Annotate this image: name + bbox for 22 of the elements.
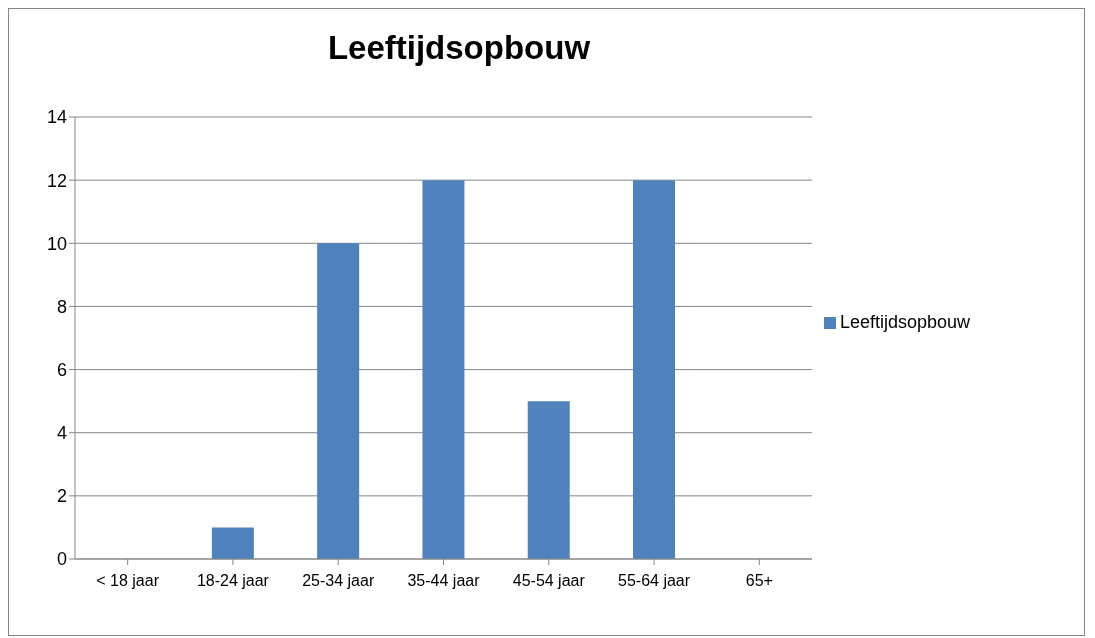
y-tick-label: 4 (56, 423, 67, 444)
x-tick-label: 35-44 jaar (407, 572, 481, 590)
x-tick-label: 25-34 jaar (302, 572, 375, 590)
y-tick-label: 10 (46, 233, 67, 254)
legend-label: Leeftijdsopbouw (840, 311, 971, 332)
bar (422, 180, 465, 559)
y-tick-label: 6 (56, 359, 67, 380)
x-tick-label: 55-64 jaar (618, 572, 691, 590)
y-tick-label: 8 (56, 296, 67, 317)
bar (633, 180, 676, 559)
x-tick-label: 65+ (745, 572, 773, 590)
y-tick-label: 0 (56, 549, 67, 570)
x-tick-label: < 18 jaar (96, 572, 160, 590)
x-tick-label: 45-54 jaar (512, 572, 586, 590)
bar (317, 243, 360, 559)
chart-title: Leeftijdsopbouw (326, 29, 592, 67)
y-tick-label: 12 (46, 170, 67, 191)
bar (211, 527, 254, 559)
x-tick-label: 18-24 jaar (196, 572, 270, 590)
bar (527, 401, 570, 559)
y-tick-label: 2 (56, 486, 67, 507)
y-tick-label: 14 (46, 107, 67, 128)
